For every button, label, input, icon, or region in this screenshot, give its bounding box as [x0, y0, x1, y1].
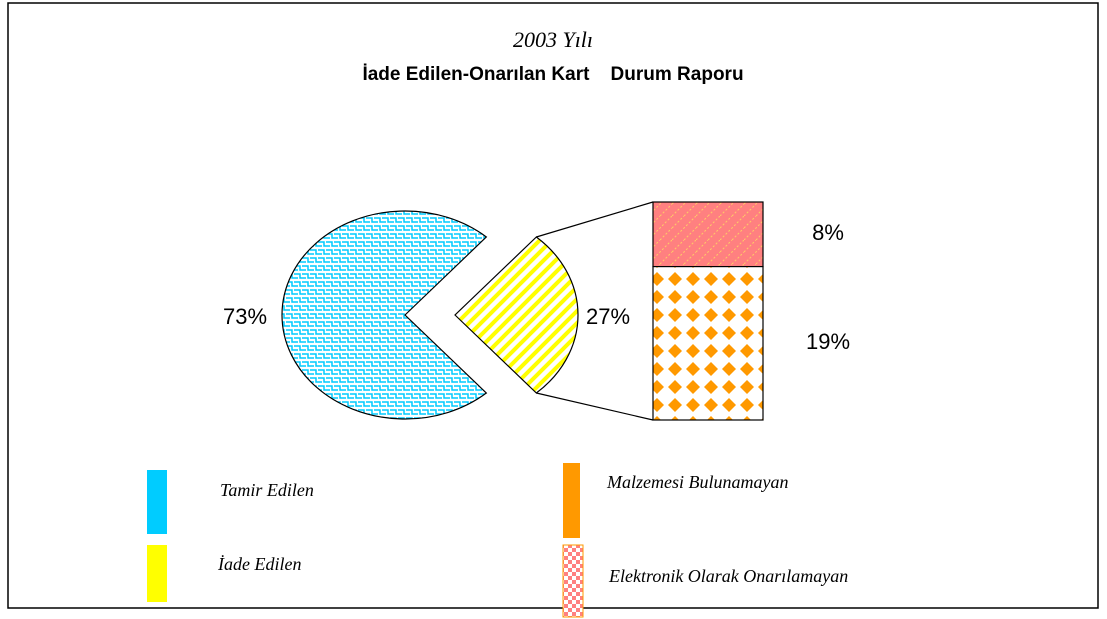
data-label: 73%	[223, 304, 267, 329]
legend-label: Elektronik Olarak Onarılamayan	[608, 566, 848, 586]
bar-segment	[652, 201, 764, 268]
pie-slice	[281, 210, 488, 420]
legend-swatch	[562, 544, 584, 618]
legend-swatch	[147, 470, 167, 534]
legend-swatch	[563, 463, 580, 538]
chart-title: İade Edilen-Onarılan Kart Durum Raporu	[362, 64, 743, 85]
connector-line	[536, 201, 654, 238]
legend-label: Tamir Edilen	[220, 480, 314, 500]
bar-segment	[652, 265, 764, 421]
legend-swatch	[147, 545, 167, 602]
pie-slice	[454, 236, 579, 394]
legend-label: Malzemesi Bulunamayan	[606, 472, 788, 492]
connector-line	[536, 392, 654, 421]
data-label: 19%	[806, 329, 850, 354]
data-label: 27%	[586, 304, 630, 329]
legend-label: İade Edilen	[217, 554, 301, 574]
data-label: 8%	[812, 220, 844, 245]
chart-subtitle: 2003 Yılı	[513, 27, 593, 52]
